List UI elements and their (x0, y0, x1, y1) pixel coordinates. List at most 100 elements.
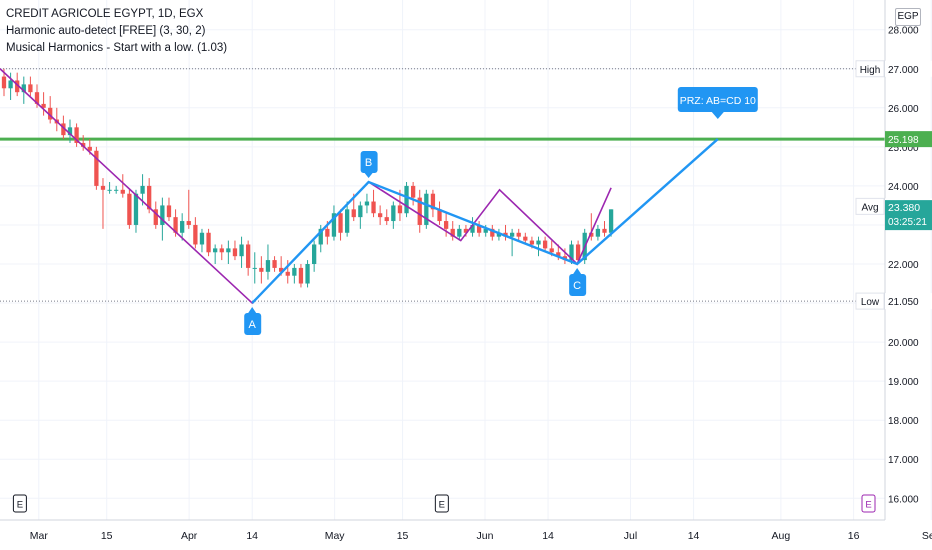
candle (450, 221, 455, 241)
candle (298, 264, 304, 288)
candle (371, 189, 376, 218)
x-tick-label: May (325, 530, 346, 542)
prz-label-pointer (711, 112, 724, 120)
pattern-point-b: B (360, 151, 378, 178)
candle-body (239, 244, 244, 257)
candle (569, 240, 574, 264)
candle-body (529, 240, 535, 245)
candle-body (206, 232, 211, 253)
low-level-value-text: 21.050 (888, 297, 919, 308)
candle-body (516, 232, 521, 237)
avg-level-tag-text: Avg (861, 202, 878, 213)
last-price-value: 23.380 (888, 202, 920, 214)
candle-body (450, 228, 455, 237)
earnings-marker-box (434, 494, 449, 513)
y-tick-label: 16.000 (888, 494, 919, 505)
currency-badge[interactable]: EGP (895, 8, 921, 26)
pattern-label-text: A (249, 319, 257, 331)
pattern-label-pointer (364, 173, 373, 178)
candle (127, 189, 132, 229)
y-tick-label: 20.000 (888, 338, 919, 349)
candle-body (87, 146, 92, 151)
candle (153, 201, 158, 229)
earnings-marker: E (861, 494, 876, 513)
candle (67, 119, 73, 143)
candle (384, 209, 389, 225)
candle-body (1, 76, 7, 89)
pattern-label-box (244, 313, 262, 336)
indicator-musical-harmonics[interactable]: Musical Harmonics - Start with a low. (1… (6, 42, 228, 54)
candle (358, 201, 363, 229)
x-tick-label: 16 (848, 530, 860, 542)
candle-body (292, 267, 297, 276)
y-tick-label: 17.000 (888, 455, 919, 466)
candle (437, 201, 442, 225)
candle (206, 228, 211, 257)
last-price-box (885, 200, 932, 231)
candle-body (602, 228, 607, 233)
pattern-label-box (569, 274, 587, 296)
candle (272, 256, 277, 272)
candle (199, 228, 205, 253)
candle (490, 224, 495, 241)
candle (536, 236, 541, 257)
candle-body (509, 232, 515, 237)
pattern-label-pointer (573, 268, 582, 274)
candle-body (61, 123, 66, 136)
candle-body (107, 189, 112, 191)
target-level-value-box (885, 131, 932, 148)
candle-body (331, 213, 337, 237)
candle-body (575, 244, 581, 261)
candle-body (127, 193, 132, 225)
pattern-label-pointer (248, 307, 257, 314)
candle-body (173, 217, 178, 233)
candle-body (417, 197, 422, 225)
candle (133, 189, 139, 233)
pattern-label-text: C (573, 280, 581, 292)
candle (107, 182, 112, 194)
candle-body (133, 193, 139, 225)
low-level-value-box (885, 293, 932, 310)
candle (74, 123, 79, 147)
candle-body (140, 185, 145, 194)
candle (516, 228, 521, 241)
high-level: High 27.000 (855, 60, 932, 78)
candle-body (94, 150, 99, 186)
high-level-value-box (885, 60, 932, 77)
candle (318, 224, 323, 253)
pattern-label-box (360, 151, 378, 173)
low-level-tag-text: Low (861, 297, 880, 308)
candle (344, 201, 350, 237)
candle-body (219, 248, 224, 253)
candle-body (569, 244, 574, 261)
high-level-tag-text: High (860, 65, 881, 76)
price-labels: High27.000Low21.050Avg23.47625.19823.380… (855, 60, 932, 310)
candle-body (15, 80, 20, 93)
candle (48, 96, 53, 124)
target-level: 25.198 (885, 131, 932, 148)
candle-body (470, 224, 475, 233)
candle-body (377, 213, 383, 218)
candle-body (556, 252, 561, 257)
candle-body (298, 267, 304, 284)
candle-body (457, 228, 462, 237)
candle-body (351, 209, 356, 218)
candle (232, 240, 238, 261)
candle (114, 185, 119, 194)
x-tick-label: 15 (101, 530, 113, 542)
candle (180, 213, 185, 241)
candle-body (589, 232, 594, 237)
candle (595, 224, 601, 241)
x-tick-label: Jun (477, 530, 494, 542)
candle-body (114, 189, 119, 191)
indicator-harmonic-auto-detect[interactable]: Harmonic auto-detect [FREE] (3, 30, 2) (6, 25, 206, 37)
low-level-tag-box (855, 292, 885, 310)
candle (305, 260, 310, 288)
symbol-title[interactable]: CREDIT AGRICOLE EGYPT, 1D, EGX (6, 8, 204, 20)
candle-body (100, 185, 106, 190)
candle-body (424, 193, 429, 225)
candle-body (364, 201, 370, 206)
